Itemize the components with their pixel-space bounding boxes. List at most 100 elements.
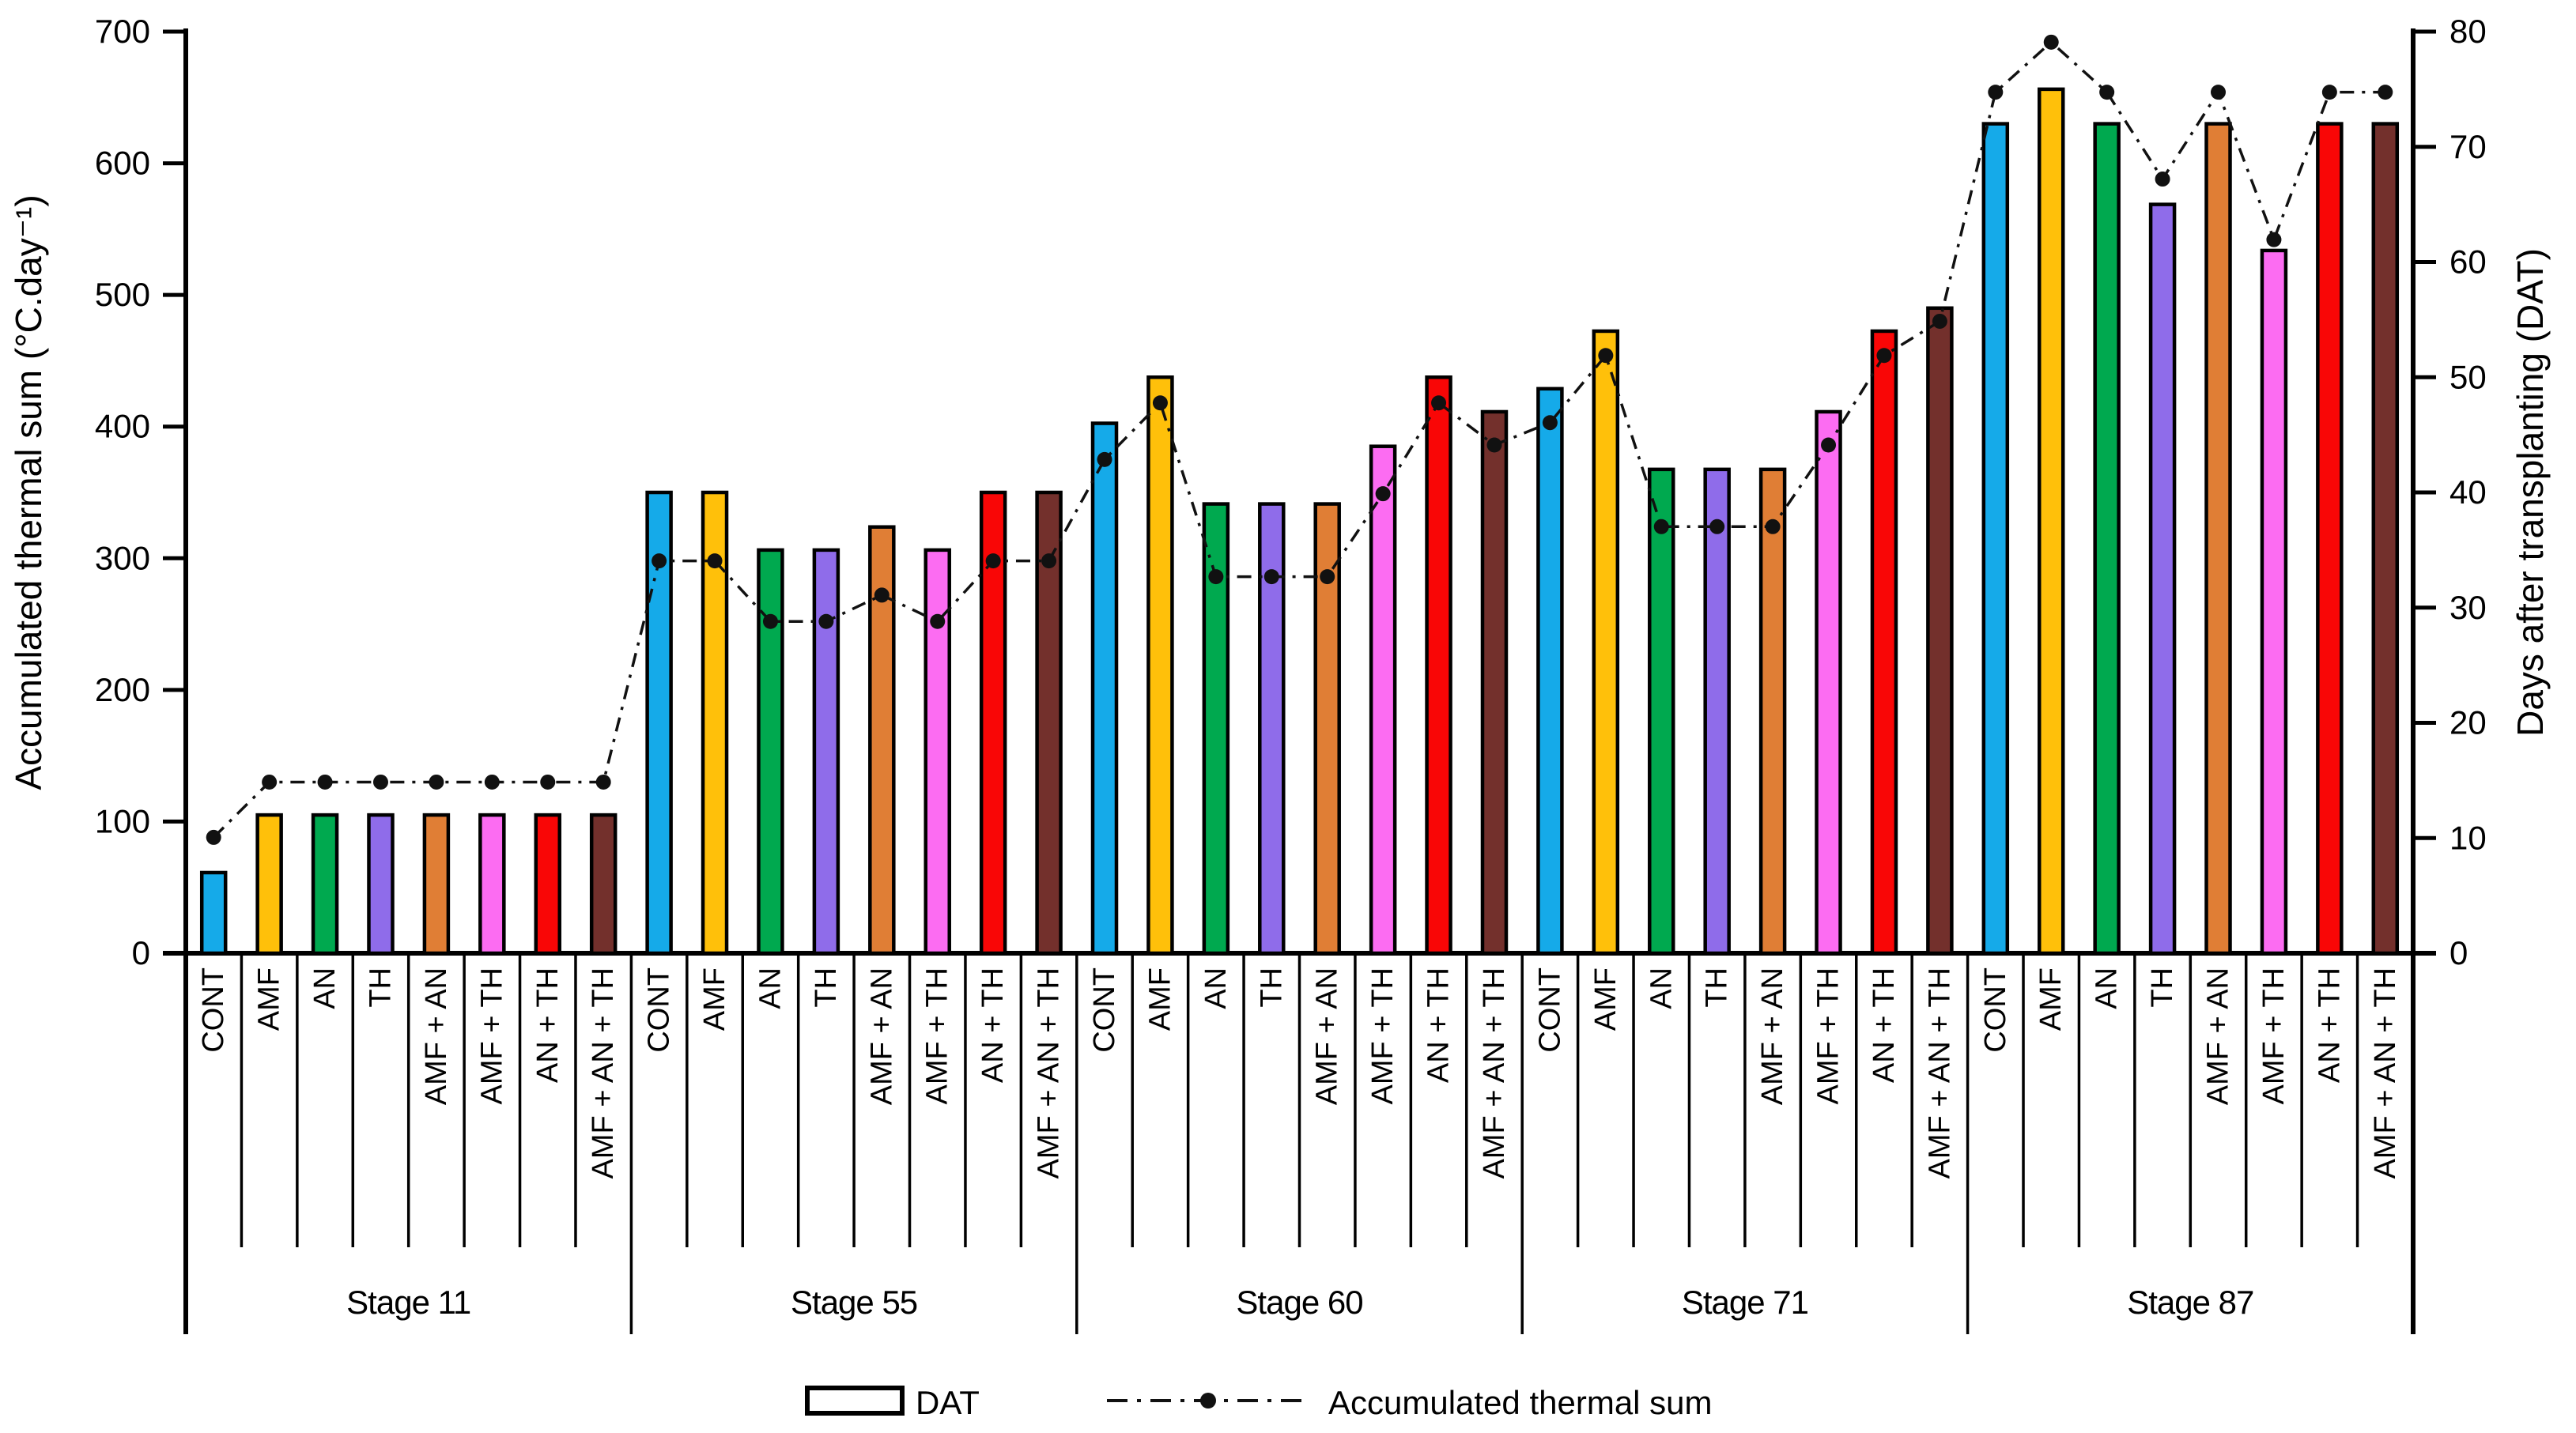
treatment-label: AN — [1199, 967, 1233, 1009]
right-axis-tick-label: 70 — [2449, 128, 2487, 165]
treatment-label: AMF — [2034, 967, 2068, 1031]
thermal-sum-point — [1988, 85, 2004, 100]
treatment-label: AMF + TH — [475, 967, 508, 1105]
bar-stage-60-amf — [1146, 375, 1174, 956]
left-axis-tick-label: 300 — [95, 539, 150, 576]
thermal-sum-point — [2043, 34, 2059, 50]
right-axis-title: Days after transplanting (DAT) — [2510, 248, 2551, 737]
thermal-sum-point — [429, 774, 444, 790]
treatment-label: AN — [1645, 967, 1678, 1009]
stage-label: Stage 60 — [1236, 1284, 1362, 1321]
bar-stage-71-an — [1648, 467, 1675, 956]
right-axis-tick-label: 50 — [2449, 358, 2487, 395]
bar-stage-11-th — [367, 813, 395, 956]
right-axis-tick-label: 0 — [2449, 934, 2468, 971]
treatment-label: AMF — [698, 967, 731, 1031]
treatment-label: AMF + AN + TH — [587, 967, 620, 1178]
treatment-label: AN + TH — [976, 967, 1010, 1083]
treatment-label: AMF + TH — [1366, 967, 1399, 1105]
bar-stage-55-th — [812, 548, 840, 956]
bar-stage-87-amf+an+th — [2371, 122, 2400, 956]
thermal-sum-point — [2099, 85, 2115, 100]
treatment-label: AN — [308, 967, 342, 1009]
stage-label: Stage 55 — [791, 1284, 917, 1321]
left-axis-tick-label: 100 — [95, 802, 150, 839]
bar-stage-71-amf — [1592, 329, 1620, 956]
treatment-label: CONT — [1088, 967, 1121, 1053]
treatment-label: AMF + TH — [2257, 967, 2291, 1105]
treatment-label: AN + TH — [1422, 967, 1456, 1083]
bar-stage-87-amf+an — [2204, 122, 2232, 956]
bar-stage-11-amf+an — [422, 813, 451, 956]
thermal-sum-point — [595, 774, 611, 790]
left-axis-tick-label: 400 — [95, 408, 150, 445]
treatment-label: AMF + AN — [420, 967, 453, 1105]
thermal-sum-point — [818, 613, 834, 629]
bar-stage-11-an+th — [534, 813, 562, 956]
legend-line-label: Accumulated thermal sum — [1328, 1384, 1713, 1421]
treatment-label: AMF — [1589, 967, 1622, 1031]
bar-stage-87-amf+th — [2260, 248, 2288, 956]
treatment-label: CONT — [643, 967, 676, 1053]
treatment-label: AMF + AN — [865, 967, 898, 1105]
treatment-label: TH — [2146, 967, 2179, 1008]
right-axis-tick-label: 60 — [2449, 243, 2487, 281]
right-axis-tick-label: 40 — [2449, 473, 2487, 511]
right-axis-tick-label: 10 — [2449, 819, 2487, 856]
bar-stage-87-th — [2148, 202, 2177, 956]
bar-stage-55-amf+an+th — [1035, 490, 1063, 956]
stage-label: Stage 11 — [346, 1284, 470, 1321]
thermal-sum-point — [930, 613, 946, 629]
treatment-label: AMF — [1143, 967, 1177, 1031]
bar-stage-11-amf+an+th — [589, 813, 618, 956]
treatment-label: AN + TH — [2313, 967, 2346, 1083]
treatment-label: AMF + AN + TH — [1923, 967, 1956, 1178]
thermal-sum-point — [1152, 395, 1168, 411]
treatment-label: AMF — [253, 967, 286, 1031]
treatment-label: AMF + AN — [1311, 967, 1344, 1105]
thermal-sum-point — [1709, 519, 1725, 534]
thermal-sum-point — [2155, 172, 2170, 187]
thermal-sum-point — [874, 587, 890, 603]
bar-stage-87-cont — [1981, 122, 2010, 956]
thermal-sum-point — [1932, 313, 1947, 329]
right-axis-tick-label: 80 — [2449, 13, 2487, 50]
bar-stage-55-cont — [645, 490, 673, 956]
stage-label: Stage 71 — [1682, 1284, 1808, 1321]
bar-stage-11-amf+th — [478, 813, 506, 956]
thermal-sum-point — [1765, 519, 1781, 534]
thermal-sum-point — [1263, 569, 1279, 585]
treatment-label: AN — [754, 967, 787, 1009]
thermal-sum-point — [1821, 437, 1837, 453]
bar-stage-60-amf+an+th — [1480, 409, 1509, 956]
thermal-sum-point — [2378, 85, 2393, 100]
legend-line-dot — [1200, 1393, 1216, 1408]
bar-stage-60-amf+th — [1369, 444, 1397, 956]
left-axis-title: Accumulated thermal sum (°C.day⁻¹) — [8, 194, 49, 790]
treatment-label: AN + TH — [531, 967, 565, 1083]
treatment-label: TH — [1255, 967, 1288, 1008]
thermal-sum-point — [652, 553, 667, 569]
bar-stage-60-cont — [1090, 421, 1119, 956]
thermal-sum-point — [1598, 348, 1614, 364]
left-axis-tick-label: 500 — [95, 276, 150, 313]
bar-stage-71-th — [1703, 467, 1731, 956]
bar-stage-87-amf — [2037, 87, 2065, 956]
treatment-label: TH — [364, 967, 397, 1008]
treatment-label: AMF + AN — [1756, 967, 1789, 1105]
thermal-sum-point — [1097, 451, 1112, 467]
right-axis-tick-label: 30 — [2449, 589, 2487, 626]
treatment-label: AMF + AN + TH — [2369, 967, 2402, 1178]
thermal-sum-point — [262, 774, 278, 790]
thermal-sum-point — [2321, 85, 2337, 100]
thermal-sum-point — [762, 613, 778, 629]
legend-bar-label: DAT — [916, 1384, 980, 1421]
treatment-label: AMF + TH — [1812, 967, 1845, 1105]
bar-stage-71-amf+an — [1758, 467, 1787, 956]
bar-stage-71-cont — [1536, 387, 1564, 956]
treatment-label: TH — [1701, 967, 1734, 1008]
thermal-sum-point — [2266, 232, 2282, 247]
thermal-sum-point — [206, 829, 221, 845]
